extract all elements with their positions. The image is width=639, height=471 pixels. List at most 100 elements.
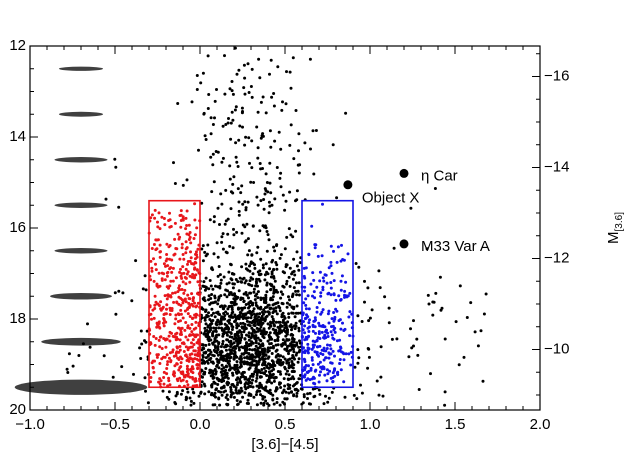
data-point <box>247 249 251 253</box>
data-point <box>245 319 249 323</box>
data-point <box>287 227 291 231</box>
data-point <box>211 342 215 346</box>
data-point-blue <box>304 266 308 270</box>
data-point <box>207 390 211 394</box>
data-point-red <box>190 366 194 370</box>
data-point-red <box>156 220 159 224</box>
data-point-blue <box>330 271 334 275</box>
data-point <box>289 123 293 127</box>
data-point <box>247 338 251 342</box>
data-point-red <box>179 225 183 229</box>
data-point-red <box>160 357 164 361</box>
data-point <box>236 403 239 407</box>
data-point <box>237 68 241 72</box>
data-point <box>278 329 282 332</box>
data-point <box>287 295 290 299</box>
data-point <box>281 318 285 322</box>
data-point-red <box>187 223 191 227</box>
data-point <box>210 190 214 194</box>
data-point <box>286 369 289 373</box>
data-point <box>378 286 382 290</box>
data-point <box>201 71 205 75</box>
data-point <box>237 391 241 395</box>
data-point <box>249 374 253 378</box>
data-point <box>256 336 260 340</box>
data-point-red <box>172 370 176 374</box>
data-point-blue <box>313 369 317 373</box>
data-point-blue <box>339 345 342 349</box>
data-point-blue <box>310 224 314 228</box>
data-point <box>230 89 234 93</box>
data-point-blue <box>322 346 326 350</box>
data-point <box>218 403 222 407</box>
data-point <box>294 324 298 328</box>
data-point <box>181 389 185 393</box>
data-point <box>262 198 266 201</box>
data-point <box>242 370 246 374</box>
data-point <box>189 403 193 407</box>
data-point <box>230 80 234 83</box>
scatter-points <box>65 46 488 407</box>
data-point <box>410 346 414 350</box>
data-point <box>256 110 260 114</box>
data-point <box>244 262 248 266</box>
data-point-red <box>170 270 174 274</box>
data-point <box>228 244 232 248</box>
data-point-red <box>185 209 189 213</box>
data-point <box>481 379 485 383</box>
data-point <box>290 325 294 329</box>
data-point <box>381 394 385 398</box>
data-point <box>261 310 264 314</box>
data-point-red <box>164 259 168 263</box>
data-point <box>256 156 260 160</box>
data-point <box>269 346 273 350</box>
data-point <box>246 268 250 272</box>
data-point-red <box>191 262 195 266</box>
data-point <box>176 102 180 105</box>
data-point-blue <box>329 281 333 284</box>
data-point <box>203 392 207 396</box>
data-point <box>209 116 213 120</box>
data-point-blue <box>328 369 332 373</box>
data-point <box>283 365 287 369</box>
data-point <box>292 350 296 354</box>
data-point-blue <box>348 291 352 295</box>
data-point <box>278 403 282 407</box>
data-point <box>280 313 284 317</box>
data-point <box>295 394 299 398</box>
data-point <box>259 307 262 311</box>
data-point <box>185 178 189 182</box>
data-point <box>309 147 312 151</box>
data-point <box>211 152 215 156</box>
data-point-red <box>158 227 162 231</box>
data-point <box>290 340 294 344</box>
data-point <box>237 213 241 217</box>
data-point <box>273 249 277 253</box>
data-point <box>240 333 244 337</box>
data-point <box>219 281 223 285</box>
data-point <box>379 375 383 379</box>
data-point <box>291 375 295 379</box>
data-point-red <box>181 316 185 320</box>
data-point <box>208 302 212 306</box>
data-point <box>269 324 273 328</box>
data-point <box>387 321 391 325</box>
data-point-red <box>152 257 155 261</box>
data-point-red <box>189 241 193 245</box>
data-point-red <box>150 247 154 250</box>
y-tick-label: 12 <box>9 37 26 54</box>
data-point-red <box>154 268 158 272</box>
data-point-red <box>179 361 183 365</box>
data-point <box>288 324 292 328</box>
data-point <box>230 272 234 275</box>
data-point <box>285 361 289 365</box>
data-point-red <box>149 259 153 263</box>
data-point <box>130 299 134 303</box>
data-point <box>252 287 256 291</box>
data-point <box>214 388 218 392</box>
data-point <box>265 330 269 334</box>
data-point-blue <box>322 279 326 283</box>
data-point-blue <box>307 330 311 333</box>
data-point <box>252 312 256 316</box>
data-point <box>223 54 226 58</box>
